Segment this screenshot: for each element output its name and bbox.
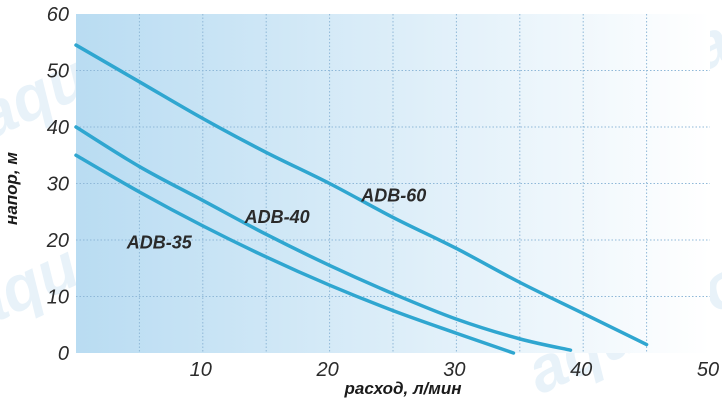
x-tick-label: 20 [315,359,338,381]
y-tick-label: 30 [47,174,69,196]
series-line-adb-40 [74,125,573,352]
y-tick-label: 40 [47,117,69,139]
x-tick-label: 10 [190,359,212,381]
series-label-adb-60: ADB-60 [360,186,426,206]
y-tick-label: 10 [47,287,69,309]
series-label-adb-35: ADB-35 [126,232,193,252]
series-label-layer: ADB-35 ADB-40 ADB-60 [126,186,427,253]
series-line-adb-60 [74,43,649,347]
y-tick-label: 0 [58,343,69,365]
x-tick-label: 50 [697,359,719,381]
series-line-adb-35 [74,153,516,355]
tick-layer: 0 10 20 30 40 50 60 10 20 30 40 50 [46,4,719,381]
series-layer [74,43,649,355]
x-tick-label: 30 [443,359,465,381]
x-tick-label: 40 [570,359,592,381]
y-tick-label: 20 [46,230,69,252]
series-label-adb-40: ADB-40 [244,207,310,227]
y-tick-label: 50 [47,61,69,83]
y-axis-title: напор, м [2,152,21,225]
x-axis-title: расход, л/мин [344,379,462,398]
y-tick-label: 60 [47,4,69,26]
